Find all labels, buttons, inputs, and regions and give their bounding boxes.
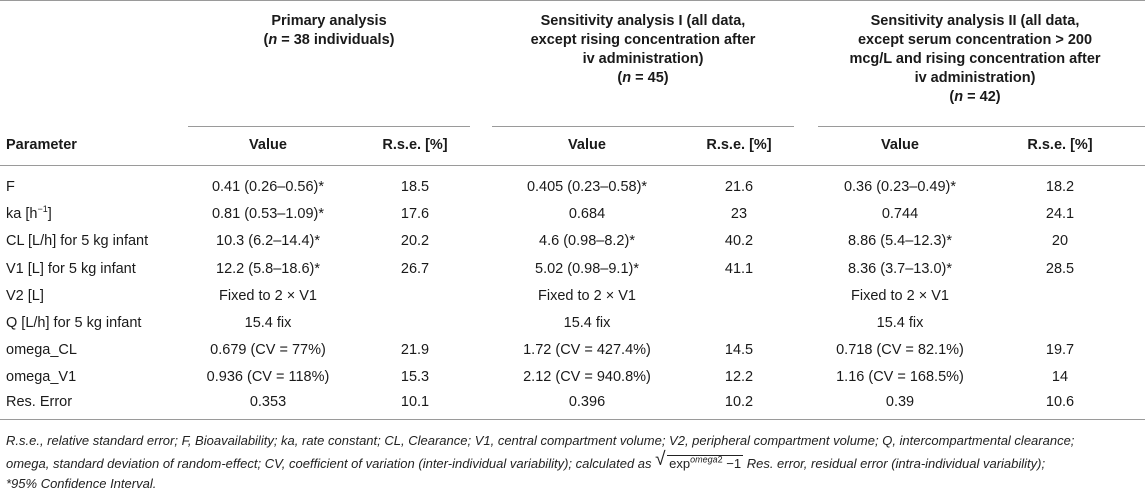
value-sens2-cell: 0.36 (0.23–0.49)* [843, 179, 957, 195]
group-header-sens2-line4: iv administration) [914, 70, 1036, 86]
value-primary-cell: 15.4 fix [244, 315, 292, 331]
rse-sens2-cell: 14 [1051, 369, 1069, 385]
value-primary-cell: 0.679 (CV = 77%) [210, 342, 326, 358]
param-cell: ka [h−1] [6, 204, 52, 222]
col-header-rse-sens1: R.s.e. [%] [706, 137, 772, 153]
value-sens2-cell: 1.16 (CV = 168.5%) [836, 369, 964, 385]
rse-primary-cell: 21.9 [400, 342, 430, 358]
value-sens1-cell: 4.6 (0.98–8.2)* [539, 233, 635, 249]
rse-sens2-cell: 18.2 [1045, 179, 1075, 195]
value-sens2-cell: 8.86 (5.4–12.3)* [848, 233, 952, 249]
col-header-parameter: Parameter [6, 137, 77, 153]
rse-sens1-cell: 10.2 [724, 394, 754, 410]
value-sens2-cell: 0.744 [881, 206, 919, 222]
col-header-value-sens2: Value [881, 137, 919, 153]
value-sens2-cell: 0.39 [885, 394, 915, 410]
rse-primary-cell: 15.3 [400, 369, 430, 385]
rse-sens1-cell: 21.6 [724, 179, 754, 195]
value-primary-cell: 0.353 [249, 394, 287, 410]
header-rule [0, 165, 1145, 166]
rse-sens1-cell: 23 [730, 206, 748, 222]
param-cell: V2 [L] [6, 288, 44, 304]
group-header-primary: Primary analysis (n = 38 individuals) [188, 12, 470, 50]
rse-sens2-cell: 20 [1051, 233, 1069, 249]
footnote-line-2: omega, standard deviation of random-effe… [6, 449, 1046, 471]
group-header-sens2-n: (n = 42) [949, 89, 1001, 105]
group-rule-sens1 [492, 126, 794, 127]
rse-sens2-cell: 28.5 [1045, 261, 1075, 277]
group-header-primary-title: Primary analysis [271, 13, 387, 29]
top-rule [0, 0, 1145, 1]
bottom-rule [0, 419, 1145, 420]
value-sens2-cell: 8.36 (3.7–13.0)* [848, 261, 952, 277]
param-cell: Res. Error [6, 394, 73, 410]
rse-sens1-cell: 41.1 [724, 261, 754, 277]
col-header-value-sens1: Value [568, 137, 606, 153]
param-cell: V1 [L] for 5 kg infant [6, 261, 136, 277]
value-primary-cell: 12.2 (5.8–18.6)* [216, 261, 320, 277]
group-rule-primary [188, 126, 470, 127]
group-header-sens2-line1: Sensitivity analysis II (all data, [870, 13, 1080, 29]
value-sens1-cell: 0.684 [568, 206, 606, 222]
rse-primary-cell: 26.7 [400, 261, 430, 277]
group-header-sens1: Sensitivity analysis I (all data, except… [480, 12, 806, 88]
value-sens1-cell: Fixed to 2 × V1 [538, 288, 636, 304]
group-header-sens1-line1: Sensitivity analysis I (all data, [540, 13, 746, 29]
rse-sens2-cell: 19.7 [1045, 342, 1075, 358]
rse-primary-cell: 20.2 [400, 233, 430, 249]
footnote-line-3: *95% Confidence Interval. [6, 476, 157, 491]
group-header-sens1-line3: iv administration) [582, 51, 704, 67]
col-header-value-primary: Value [249, 137, 287, 153]
rse-primary-cell: 10.1 [400, 394, 430, 410]
value-sens2-cell: Fixed to 2 × V1 [851, 288, 949, 304]
param-cell: omega_CL [6, 342, 77, 358]
group-rule-sens2 [818, 126, 1145, 127]
param-cell: CL [L/h] for 5 kg infant [6, 233, 149, 249]
group-header-sens2-line2: except serum concentration > 200 [857, 32, 1093, 48]
rse-primary-cell: 17.6 [400, 206, 430, 222]
value-sens2-cell: 0.718 (CV = 82.1%) [836, 342, 964, 358]
rse-sens1-cell: 12.2 [724, 369, 754, 385]
value-sens1-cell: 0.405 (0.23–0.58)* [526, 179, 648, 195]
value-primary-cell: 0.41 (0.26–0.56)* [211, 179, 325, 195]
sqrt-formula: √ expomega2 −1 [655, 449, 744, 471]
group-header-sens2: Sensitivity analysis II (all data, excep… [810, 12, 1140, 107]
value-sens1-cell: 1.72 (CV = 427.4%) [523, 342, 651, 358]
value-sens1-cell: 2.12 (CV = 940.8%) [523, 369, 651, 385]
param-cell: F [6, 179, 15, 195]
value-sens1-cell: 0.396 [568, 394, 606, 410]
col-header-rse-sens2: R.s.e. [%] [1027, 137, 1093, 153]
param-cell: omega_V1 [6, 369, 77, 385]
rse-sens1-cell: 40.2 [724, 233, 754, 249]
rse-primary-cell: 18.5 [400, 179, 430, 195]
group-header-sens2-line3: mcg/L and rising concentration after [849, 51, 1101, 67]
value-sens1-cell: 5.02 (0.98–9.1)* [535, 261, 639, 277]
group-header-sens1-n: (n = 45) [617, 70, 669, 86]
group-header-primary-n: (n = 38 individuals) [263, 32, 395, 48]
value-primary-cell: 0.81 (0.53–1.09)* [211, 206, 325, 222]
col-header-rse-primary: R.s.e. [%] [382, 137, 448, 153]
param-cell: Q [L/h] for 5 kg infant [6, 315, 142, 331]
value-sens1-cell: 15.4 fix [563, 315, 611, 331]
footnote-line-1: R.s.e., relative standard error; F, Bioa… [6, 433, 1075, 448]
value-primary-cell: 10.3 (6.2–14.4)* [216, 233, 320, 249]
value-primary-cell: Fixed to 2 × V1 [219, 288, 317, 304]
rse-sens2-cell: 24.1 [1045, 206, 1075, 222]
rse-sens2-cell: 10.6 [1045, 394, 1075, 410]
rse-sens1-cell: 14.5 [724, 342, 754, 358]
value-primary-cell: 0.936 (CV = 118%) [206, 369, 330, 385]
value-sens2-cell: 15.4 fix [876, 315, 924, 331]
group-header-sens1-line2: except rising concentration after [530, 32, 756, 48]
